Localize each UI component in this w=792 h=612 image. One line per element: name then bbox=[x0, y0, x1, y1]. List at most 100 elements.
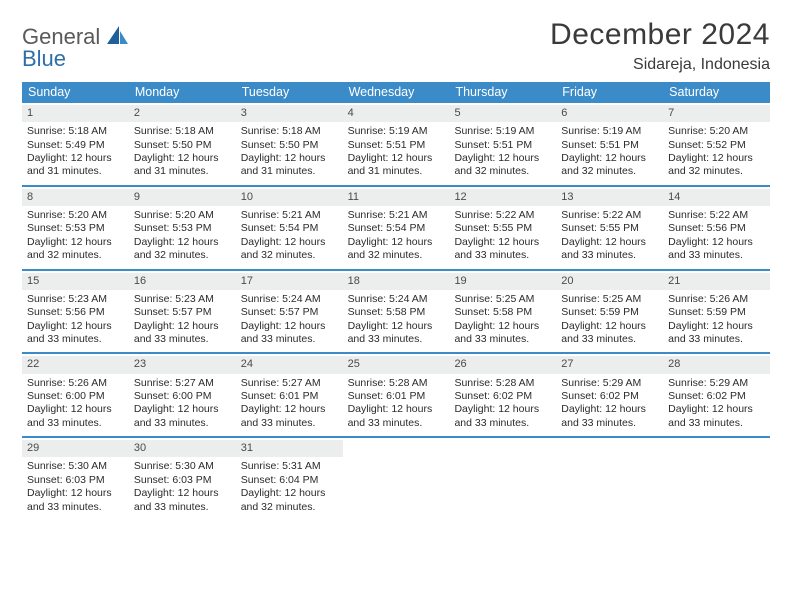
day-number: 2 bbox=[129, 105, 236, 122]
day-cell bbox=[449, 438, 556, 520]
day-cell: 8Sunrise: 5:20 AMSunset: 5:53 PMDaylight… bbox=[22, 187, 129, 269]
daylight-line: and 32 minutes. bbox=[241, 501, 338, 514]
week-row: 15Sunrise: 5:23 AMSunset: 5:56 PMDayligh… bbox=[22, 271, 770, 355]
daylight-line: and 33 minutes. bbox=[241, 333, 338, 346]
sunrise-line: Sunrise: 5:22 AM bbox=[668, 209, 765, 222]
daylight-line: Daylight: 12 hours bbox=[561, 236, 658, 249]
day-cell: 21Sunrise: 5:26 AMSunset: 5:59 PMDayligh… bbox=[663, 271, 770, 353]
sunrise-line: Sunrise: 5:21 AM bbox=[241, 209, 338, 222]
sunset-line: Sunset: 5:59 PM bbox=[668, 306, 765, 319]
day-cell bbox=[556, 438, 663, 520]
sunset-line: Sunset: 5:51 PM bbox=[348, 139, 445, 152]
daylight-line: and 31 minutes. bbox=[27, 165, 124, 178]
day-cell: 23Sunrise: 5:27 AMSunset: 6:00 PMDayligh… bbox=[129, 354, 236, 436]
daylight-line: Daylight: 12 hours bbox=[27, 403, 124, 416]
day-cell: 2Sunrise: 5:18 AMSunset: 5:50 PMDaylight… bbox=[129, 103, 236, 185]
daylight-line: and 33 minutes. bbox=[134, 333, 231, 346]
daylight-line: and 33 minutes. bbox=[134, 417, 231, 430]
sunset-line: Sunset: 6:01 PM bbox=[348, 390, 445, 403]
day-cell: 17Sunrise: 5:24 AMSunset: 5:57 PMDayligh… bbox=[236, 271, 343, 353]
daylight-line: Daylight: 12 hours bbox=[668, 152, 765, 165]
sunrise-line: Sunrise: 5:21 AM bbox=[348, 209, 445, 222]
day-cell: 15Sunrise: 5:23 AMSunset: 5:56 PMDayligh… bbox=[22, 271, 129, 353]
day-number: 29 bbox=[22, 440, 129, 457]
day-number: 23 bbox=[129, 356, 236, 373]
sunrise-line: Sunrise: 5:30 AM bbox=[134, 460, 231, 473]
day-number: 26 bbox=[449, 356, 556, 373]
sunset-line: Sunset: 5:59 PM bbox=[561, 306, 658, 319]
daylight-line: Daylight: 12 hours bbox=[134, 236, 231, 249]
dow-cell: Monday bbox=[129, 82, 236, 103]
daylight-line: Daylight: 12 hours bbox=[134, 487, 231, 500]
logo-line2: Blue bbox=[22, 46, 66, 71]
sunrise-line: Sunrise: 5:19 AM bbox=[454, 125, 551, 138]
day-of-week-header: SundayMondayTuesdayWednesdayThursdayFrid… bbox=[22, 82, 770, 103]
month-title: December 2024 bbox=[550, 18, 770, 52]
sunrise-line: Sunrise: 5:23 AM bbox=[134, 293, 231, 306]
daylight-line: Daylight: 12 hours bbox=[348, 403, 445, 416]
day-cell: 9Sunrise: 5:20 AMSunset: 5:53 PMDaylight… bbox=[129, 187, 236, 269]
day-number: 8 bbox=[22, 189, 129, 206]
logo-sail-icon bbox=[107, 26, 129, 46]
day-cell: 25Sunrise: 5:28 AMSunset: 6:01 PMDayligh… bbox=[343, 354, 450, 436]
daylight-line: Daylight: 12 hours bbox=[348, 320, 445, 333]
daylight-line: Daylight: 12 hours bbox=[561, 152, 658, 165]
sunrise-line: Sunrise: 5:18 AM bbox=[134, 125, 231, 138]
sunrise-line: Sunrise: 5:24 AM bbox=[348, 293, 445, 306]
sunset-line: Sunset: 5:53 PM bbox=[134, 222, 231, 235]
daylight-line: and 33 minutes. bbox=[27, 417, 124, 430]
dow-cell: Wednesday bbox=[343, 82, 450, 103]
day-number: 30 bbox=[129, 440, 236, 457]
day-number: 21 bbox=[663, 273, 770, 290]
day-cell bbox=[663, 438, 770, 520]
daylight-line: Daylight: 12 hours bbox=[134, 152, 231, 165]
day-number: 22 bbox=[22, 356, 129, 373]
sunset-line: Sunset: 5:49 PM bbox=[27, 139, 124, 152]
sunset-line: Sunset: 6:00 PM bbox=[27, 390, 124, 403]
day-number: 12 bbox=[449, 189, 556, 206]
dow-cell: Sunday bbox=[22, 82, 129, 103]
week-row: 29Sunrise: 5:30 AMSunset: 6:03 PMDayligh… bbox=[22, 438, 770, 520]
daylight-line: Daylight: 12 hours bbox=[27, 487, 124, 500]
sunset-line: Sunset: 6:00 PM bbox=[134, 390, 231, 403]
sunset-line: Sunset: 6:02 PM bbox=[668, 390, 765, 403]
day-cell: 4Sunrise: 5:19 AMSunset: 5:51 PMDaylight… bbox=[343, 103, 450, 185]
sunrise-line: Sunrise: 5:22 AM bbox=[561, 209, 658, 222]
sunset-line: Sunset: 6:04 PM bbox=[241, 474, 338, 487]
day-cell: 18Sunrise: 5:24 AMSunset: 5:58 PMDayligh… bbox=[343, 271, 450, 353]
sunrise-line: Sunrise: 5:22 AM bbox=[454, 209, 551, 222]
sunrise-line: Sunrise: 5:20 AM bbox=[27, 209, 124, 222]
sunset-line: Sunset: 6:02 PM bbox=[561, 390, 658, 403]
day-cell: 14Sunrise: 5:22 AMSunset: 5:56 PMDayligh… bbox=[663, 187, 770, 269]
daylight-line: and 33 minutes. bbox=[27, 333, 124, 346]
daylight-line: and 31 minutes. bbox=[348, 165, 445, 178]
day-cell: 24Sunrise: 5:27 AMSunset: 6:01 PMDayligh… bbox=[236, 354, 343, 436]
day-cell: 28Sunrise: 5:29 AMSunset: 6:02 PMDayligh… bbox=[663, 354, 770, 436]
sunset-line: Sunset: 5:50 PM bbox=[241, 139, 338, 152]
daylight-line: Daylight: 12 hours bbox=[454, 236, 551, 249]
daylight-line: Daylight: 12 hours bbox=[668, 236, 765, 249]
sunrise-line: Sunrise: 5:27 AM bbox=[134, 377, 231, 390]
daylight-line: and 33 minutes. bbox=[348, 417, 445, 430]
dow-cell: Saturday bbox=[663, 82, 770, 103]
day-cell: 30Sunrise: 5:30 AMSunset: 6:03 PMDayligh… bbox=[129, 438, 236, 520]
daylight-line: and 31 minutes. bbox=[134, 165, 231, 178]
sunrise-line: Sunrise: 5:19 AM bbox=[561, 125, 658, 138]
daylight-line: and 32 minutes. bbox=[561, 165, 658, 178]
day-cell: 7Sunrise: 5:20 AMSunset: 5:52 PMDaylight… bbox=[663, 103, 770, 185]
sunset-line: Sunset: 5:52 PM bbox=[668, 139, 765, 152]
daylight-line: Daylight: 12 hours bbox=[454, 320, 551, 333]
day-cell: 16Sunrise: 5:23 AMSunset: 5:57 PMDayligh… bbox=[129, 271, 236, 353]
daylight-line: and 31 minutes. bbox=[241, 165, 338, 178]
dow-cell: Friday bbox=[556, 82, 663, 103]
day-number: 10 bbox=[236, 189, 343, 206]
sunset-line: Sunset: 6:01 PM bbox=[241, 390, 338, 403]
day-cell bbox=[343, 438, 450, 520]
daylight-line: and 33 minutes. bbox=[561, 417, 658, 430]
week-row: 8Sunrise: 5:20 AMSunset: 5:53 PMDaylight… bbox=[22, 187, 770, 271]
daylight-line: and 33 minutes. bbox=[134, 501, 231, 514]
sunset-line: Sunset: 5:58 PM bbox=[454, 306, 551, 319]
sunrise-line: Sunrise: 5:29 AM bbox=[668, 377, 765, 390]
sunrise-line: Sunrise: 5:30 AM bbox=[27, 460, 124, 473]
day-number: 18 bbox=[343, 273, 450, 290]
